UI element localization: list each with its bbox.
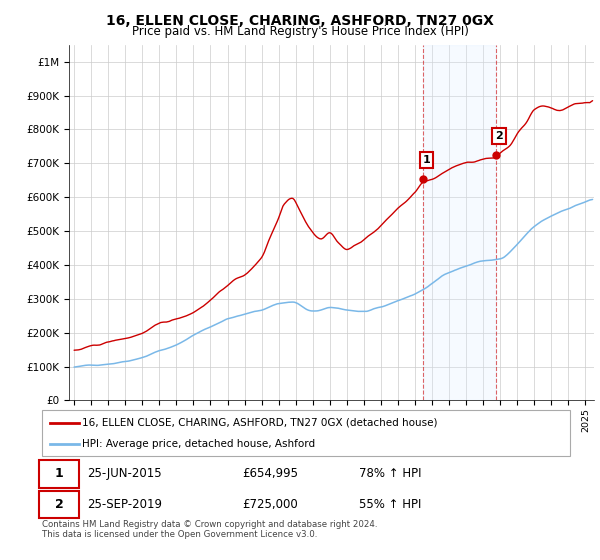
Text: 16, ELLEN CLOSE, CHARING, ASHFORD, TN27 0GX: 16, ELLEN CLOSE, CHARING, ASHFORD, TN27 …	[106, 14, 494, 28]
Text: 16, ELLEN CLOSE, CHARING, ASHFORD, TN27 0GX (detached house): 16, ELLEN CLOSE, CHARING, ASHFORD, TN27 …	[82, 418, 437, 428]
Text: £654,995: £654,995	[242, 468, 299, 480]
FancyBboxPatch shape	[40, 491, 79, 519]
FancyBboxPatch shape	[40, 460, 79, 488]
Text: 25-JUN-2015: 25-JUN-2015	[87, 468, 161, 480]
Text: 55% ↑ HPI: 55% ↑ HPI	[359, 498, 421, 511]
Text: HPI: Average price, detached house, Ashford: HPI: Average price, detached house, Ashf…	[82, 439, 315, 449]
Text: 1: 1	[55, 468, 63, 480]
Text: 78% ↑ HPI: 78% ↑ HPI	[359, 468, 421, 480]
Text: Price paid vs. HM Land Registry's House Price Index (HPI): Price paid vs. HM Land Registry's House …	[131, 25, 469, 38]
Text: £725,000: £725,000	[242, 498, 298, 511]
Text: 2: 2	[495, 131, 503, 141]
Text: 25-SEP-2019: 25-SEP-2019	[87, 498, 162, 511]
Bar	[423, 45, 496, 400]
Text: 1: 1	[423, 155, 430, 165]
Text: Contains HM Land Registry data © Crown copyright and database right 2024.
This d: Contains HM Land Registry data © Crown c…	[42, 520, 377, 539]
Text: 2: 2	[55, 498, 63, 511]
